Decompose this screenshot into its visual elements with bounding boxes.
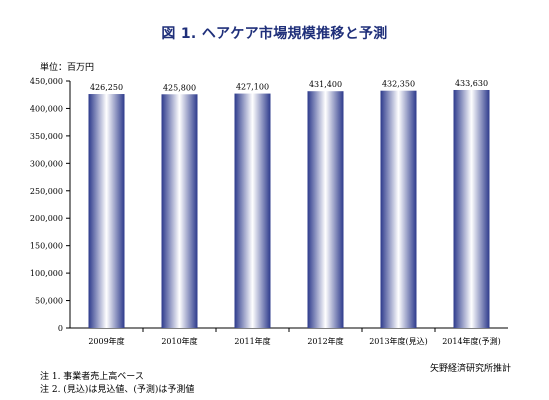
data-label: 426,250 [90, 83, 123, 92]
y-tick-label: 300,000 [30, 159, 63, 168]
x-tick-label: 2012年度 [307, 336, 343, 346]
data-label: 427,100 [236, 83, 269, 92]
source-label: 矢野経済研究所推計 [429, 364, 511, 374]
data-label: 432,350 [382, 80, 415, 89]
x-tick-label: 2014年度(予測) [442, 336, 501, 346]
bar [234, 93, 271, 329]
x-tick-label: 2009年度 [88, 336, 124, 346]
y-tick-label: 100,000 [30, 269, 63, 278]
data-label: 431,400 [309, 80, 342, 89]
note-2: 注 2. (見込)は見込値、(予測)は予測値 [40, 385, 195, 395]
x-tick-label: 2013年度(見込) [369, 336, 428, 346]
bar [380, 90, 417, 328]
bar [307, 91, 344, 328]
y-tick-label: 150,000 [30, 242, 63, 251]
y-tick-label: 350,000 [30, 132, 63, 141]
y-tick-label: 0 [58, 324, 63, 333]
bar [453, 89, 490, 328]
unit-label: 単位：百万円 [40, 63, 95, 73]
data-label: 433,630 [455, 79, 488, 88]
bar [161, 94, 198, 328]
note-1: 注 1. 事業者売上高ベース [40, 372, 144, 382]
y-tick-label: 200,000 [30, 214, 63, 223]
x-tick-label: 2010年度 [161, 336, 197, 346]
y-tick-label: 400,000 [30, 104, 63, 113]
data-label: 425,800 [163, 83, 196, 92]
chart-title: 図 1. ヘアケア市場規模推移と予測 [161, 26, 388, 42]
y-tick-label: 250,000 [30, 187, 63, 196]
y-tick-label: 450,000 [30, 77, 63, 86]
x-tick-label: 2011年度 [234, 336, 270, 346]
bar [88, 94, 125, 329]
y-tick-label: 50,000 [35, 297, 63, 306]
